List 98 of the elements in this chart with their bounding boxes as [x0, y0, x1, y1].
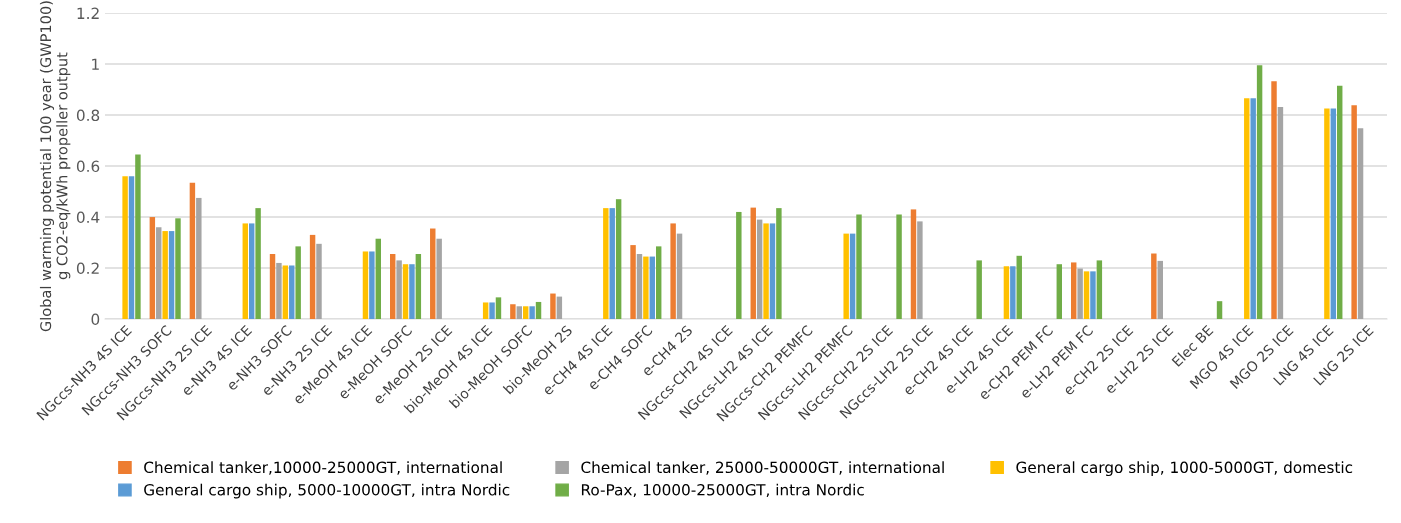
bar — [175, 218, 181, 320]
y-tick-label: 1 — [92, 58, 99, 70]
bar — [670, 223, 676, 320]
bar — [362, 251, 369, 320]
legend-label: Chemical tanker, 25000-50000GT, international — [581, 461, 944, 475]
bar — [1071, 262, 1077, 320]
y-tick-label: 0.2 — [76, 262, 99, 275]
bar — [643, 256, 649, 320]
y-axis-title: Global warming potential 100 year (GWP100) g CO2-eq/kWh propeller output — [39, 1, 71, 332]
bar — [522, 306, 529, 320]
bar — [1216, 301, 1223, 320]
bar — [649, 256, 656, 320]
bar — [1157, 260, 1163, 320]
y-tick-label: 0 — [91, 313, 100, 326]
bar — [1351, 105, 1357, 320]
bar — [168, 231, 175, 320]
bar — [248, 223, 255, 320]
bar — [736, 211, 742, 320]
bar — [1016, 255, 1022, 320]
bar — [896, 214, 902, 320]
bar — [1244, 98, 1250, 320]
bar — [1090, 271, 1096, 320]
bar — [917, 221, 923, 320]
bar — [396, 260, 402, 320]
bar — [1330, 108, 1337, 320]
bar — [763, 223, 769, 320]
bar — [415, 254, 422, 320]
bar — [402, 264, 409, 320]
legend-label: Ro-Pax, 10000-25000GT, intra Nordic — [581, 483, 864, 498]
bar — [316, 243, 322, 320]
bar — [489, 302, 495, 320]
bar — [375, 238, 382, 320]
bar — [289, 265, 295, 320]
bar — [535, 301, 542, 320]
bar — [1271, 81, 1277, 320]
bar — [750, 207, 756, 320]
bar — [529, 306, 535, 320]
bar — [149, 217, 156, 320]
bar — [409, 264, 415, 320]
bar — [1077, 268, 1083, 320]
y-tick-label: 1.2 — [77, 7, 99, 19]
bar — [655, 246, 662, 320]
bar — [843, 233, 849, 320]
legend-label: Chemical tanker,10000-25000GT, international — [144, 461, 502, 475]
bar — [550, 293, 556, 320]
bar — [510, 304, 516, 320]
bar — [276, 262, 282, 320]
bar — [309, 234, 316, 320]
bar — [135, 154, 141, 320]
bar — [369, 251, 375, 320]
bar — [255, 208, 261, 320]
bar — [495, 297, 502, 320]
bar — [1003, 266, 1010, 320]
bar — [436, 238, 442, 320]
bar — [389, 254, 396, 320]
bar — [776, 208, 782, 320]
bar — [856, 214, 862, 320]
bar — [189, 182, 196, 320]
bar — [910, 209, 917, 320]
bar — [630, 245, 636, 320]
bar — [122, 176, 128, 320]
bar — [1056, 264, 1063, 320]
bar — [603, 208, 609, 320]
bar — [295, 246, 301, 320]
bar — [556, 296, 563, 320]
y-tick-label: 0.8 — [76, 109, 100, 122]
bar — [430, 228, 436, 320]
bar — [615, 199, 622, 320]
bar — [482, 302, 489, 320]
bar — [162, 231, 168, 320]
bar — [756, 219, 763, 320]
bar — [849, 233, 856, 320]
bar — [269, 254, 276, 320]
y-tick-label: 0.6 — [76, 160, 100, 173]
bar — [676, 233, 683, 320]
bar — [156, 227, 162, 320]
bar — [1277, 106, 1284, 320]
y-tick-label: 0.4 — [76, 211, 100, 224]
bar — [636, 254, 643, 320]
bar — [128, 176, 135, 320]
bar — [1083, 271, 1090, 320]
bar — [1250, 98, 1256, 320]
bar — [609, 208, 615, 320]
legend-label: General cargo ship, 1000-5000GT, domestic — [1016, 461, 1353, 477]
bar — [1256, 65, 1263, 320]
bar — [769, 223, 776, 320]
bar — [196, 197, 202, 320]
bar — [1324, 108, 1330, 320]
bar — [1151, 253, 1157, 320]
bar — [1010, 266, 1016, 320]
bar — [516, 306, 523, 320]
bar — [282, 265, 289, 320]
bar — [1337, 85, 1343, 320]
bar — [1096, 260, 1103, 320]
bar — [976, 260, 982, 320]
bar — [1357, 128, 1364, 320]
bar — [242, 223, 249, 320]
legend-label: General cargo ship, 5000-10000GT, intra Nordic — [144, 483, 510, 499]
